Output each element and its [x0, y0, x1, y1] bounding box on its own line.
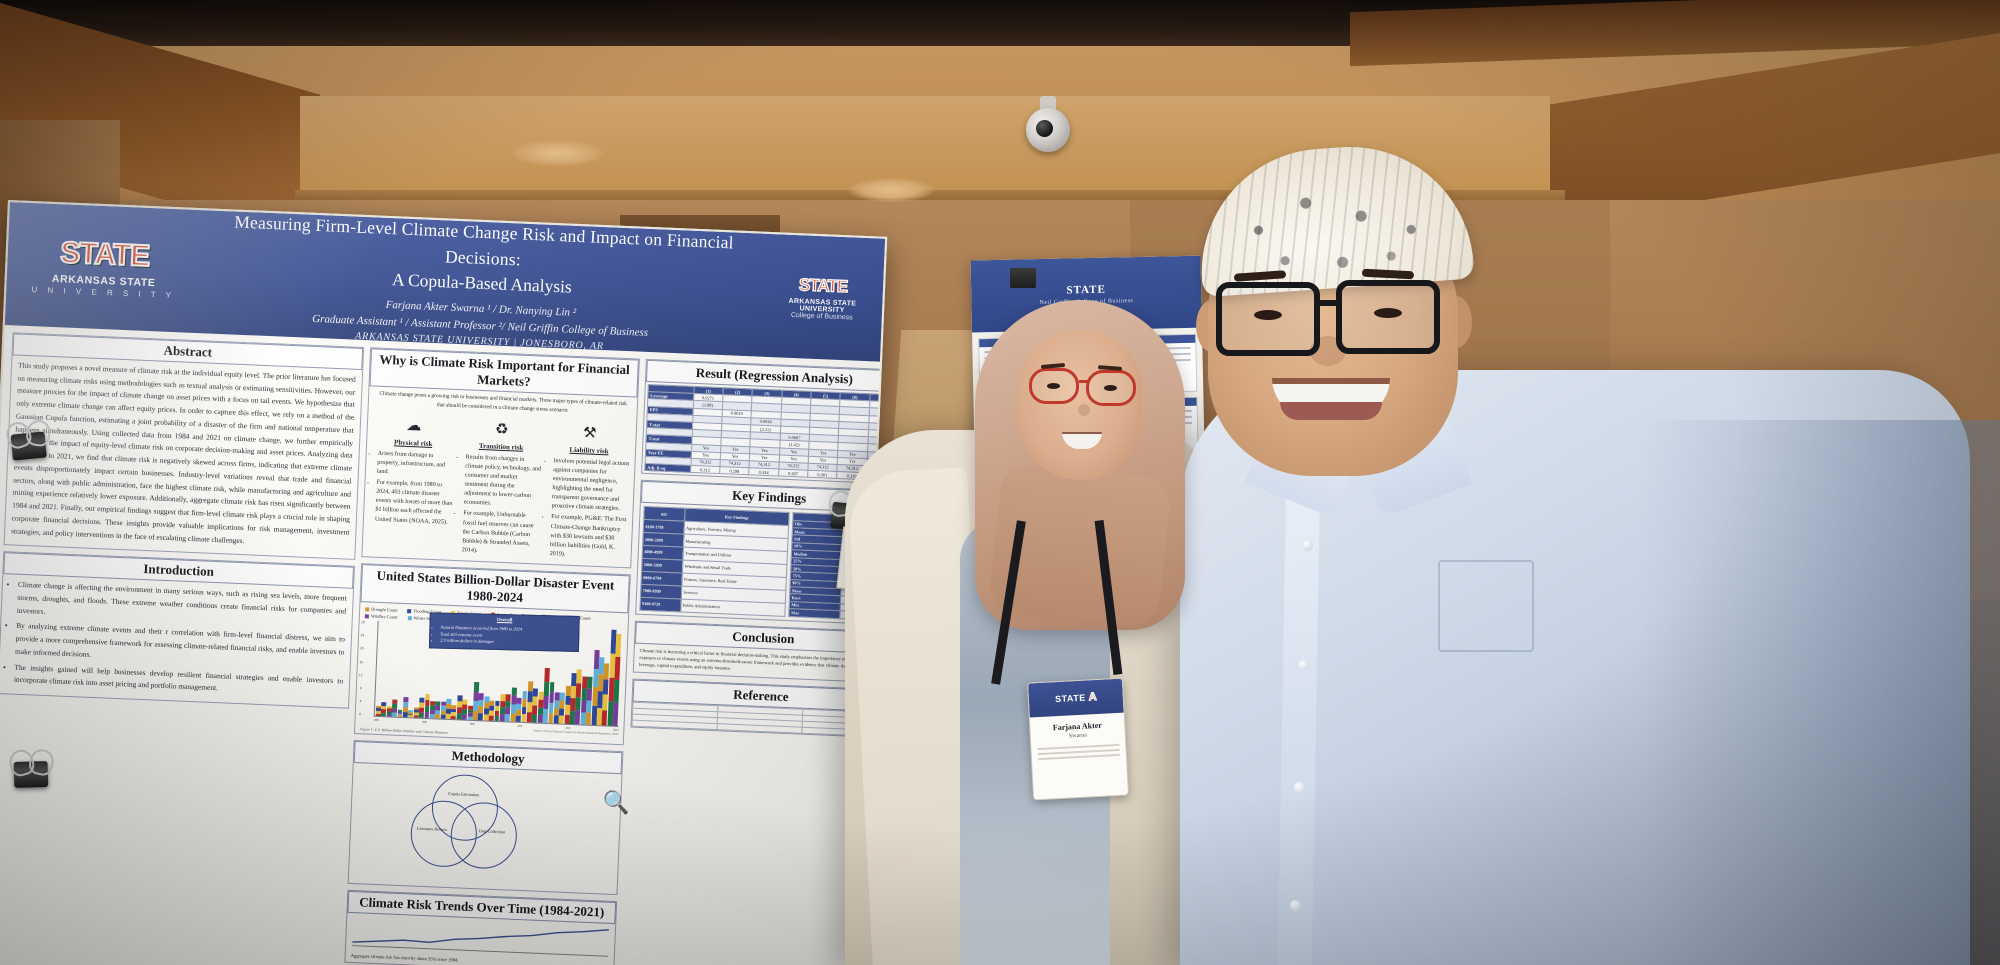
man-glasses-bridge: [1320, 300, 1338, 306]
regression-table: (1) (2) (3) (4) (5) (6) (7) Leverage 0.0271 T-st…: [644, 384, 888, 482]
abstract-text: This study proposes a novel measure of c…: [10, 360, 356, 545]
y-tick: 16: [359, 659, 364, 664]
recycle-icon: ♻: [494, 421, 509, 438]
y-tick: 28: [360, 620, 365, 625]
x-tick: 1998: [469, 721, 475, 727]
poster-column-middle: Why is Climate Risk Important for Financ…: [344, 347, 640, 965]
chart-annotation: Overall Natural Disasters occurred from …: [428, 612, 580, 652]
woman-smile: [1062, 432, 1102, 449]
poster-body: Abstract This study proposes a novel mea…: [0, 325, 888, 965]
result-card: Result (Regression Analysis) (1) (2) (3) (4…: [641, 358, 888, 485]
y-tick: 24: [360, 633, 365, 638]
risk-column-liability: ⚒ Liability risk Involves potential lega…: [542, 418, 632, 564]
poster-title-block: Measuring Firm-Level Climate Change Risk…: [187, 208, 778, 359]
badge-lines: [1037, 743, 1120, 761]
security-camera-icon: [1026, 108, 1070, 152]
risk-title: Transition risk: [478, 442, 524, 452]
methodology-card: Methodology Literature Review Data Colle…: [347, 740, 630, 896]
woman-eye: [1047, 383, 1060, 389]
gavel-icon: ⚒: [582, 424, 597, 442]
risk-bullet: Involves potential legal actions against…: [551, 457, 630, 515]
y-tick: 0: [358, 712, 361, 717]
risk-bullet: For example, Unburnable fossil fuel rese…: [462, 510, 541, 559]
badge-header: STATE A: [1028, 678, 1124, 718]
risk-title: Physical risk: [393, 438, 433, 449]
woman-glasses-bridge: [1079, 380, 1088, 384]
introduction-card: Introduction Climate change is affecting…: [0, 551, 355, 709]
shirt-button: [1290, 900, 1301, 911]
risk-bullet: For example, from 1980 to 2024, 403 clim…: [375, 479, 454, 528]
key-findings-table-left: SIC Key Findings 0100-1799 Agriculture, For…: [639, 506, 790, 616]
ceiling-light: [848, 178, 934, 202]
asu-mark: STATE: [798, 274, 848, 296]
y-tick: 8: [359, 686, 362, 691]
asu-logo-left: STATE ARKANSAS STATE U N I V E R S I T Y: [18, 235, 190, 301]
man-eye: [1374, 308, 1402, 318]
badge-logo-mark: A: [1088, 690, 1098, 704]
shirt-button: [1298, 660, 1309, 671]
chart-y-axis: 28 24 20 16 12 8 4 0: [348, 620, 365, 716]
binder-clip: [10, 431, 47, 461]
chart-bar: [397, 710, 403, 718]
man-smile: [1272, 378, 1390, 420]
name-badge: STATE A Farjana Akter Swarna: [1026, 677, 1130, 801]
magnifier-icon: 🔍: [601, 789, 631, 816]
disaster-chart-card: United States Billion-Dollar Disaster Ev…: [353, 563, 631, 746]
trend-line-icon: [352, 929, 610, 944]
abstract-card: Abstract This study proposes a novel mea…: [3, 332, 365, 561]
x-tick: 1989: [421, 719, 427, 725]
why-climate-card: Why is Climate Risk Important for Financ…: [361, 347, 640, 569]
binder-clip: [13, 760, 49, 788]
ceiling-light: [512, 140, 604, 166]
x-tick: 1980: [373, 717, 379, 723]
risk-column-physical: ☁ Physical risk Arises from damage to pr…: [367, 411, 457, 557]
risk-bullet: Arises from damage to property, infrastr…: [377, 449, 455, 480]
trend-plot: [352, 916, 610, 957]
asu-logo-right: STATE ARKANSAS STATE UNIVERSITY College …: [774, 274, 872, 322]
y-tick: 12: [358, 672, 363, 677]
risk-bullet: Results from changes in climate policy, …: [464, 453, 543, 511]
cloud-rain-icon: ☁: [406, 417, 422, 435]
man-shirt-pocket: [1438, 560, 1534, 652]
man-shirt-shading: [1640, 420, 2000, 965]
x-tick: 2007: [517, 723, 523, 729]
woman-nose: [1078, 404, 1090, 416]
risk-bullet: For example, PG&E: The First Climate-Cha…: [549, 513, 628, 562]
shirt-button: [1294, 782, 1305, 793]
badge-logo-text: STATE: [1054, 692, 1086, 705]
risk-column-transition: ♻ Transition risk Results from changes i…: [454, 415, 544, 561]
shirt-button: [1302, 540, 1313, 551]
poster-column-left: Abstract This study proposes a novel mea…: [0, 332, 365, 965]
binder-clip: [1010, 268, 1036, 288]
man-eye: [1254, 310, 1282, 320]
trends-card: Climate Risk Trends Over Time (1984-2021…: [344, 889, 618, 965]
legend-entry: Wildfire Count: [364, 613, 398, 620]
woman-eye: [1104, 385, 1117, 391]
risk-title: Liability risk: [569, 445, 609, 456]
y-tick: 20: [359, 646, 364, 651]
legend-entry: Drought Count: [365, 606, 398, 613]
asu-mark: STATE: [59, 235, 151, 274]
research-poster: STATE ARKANSAS STATE U N I V E R S I T Y…: [0, 200, 907, 965]
asu-mark: STATE: [1066, 283, 1106, 296]
y-tick: 4: [359, 699, 362, 704]
